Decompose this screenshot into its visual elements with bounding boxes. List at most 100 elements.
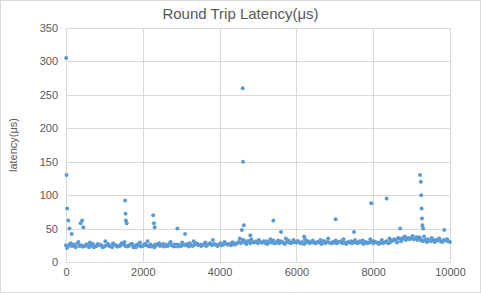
data-point	[326, 237, 330, 241]
data-point	[141, 244, 145, 248]
data-point	[318, 238, 322, 242]
data-point	[407, 236, 411, 240]
data-point	[420, 223, 424, 227]
data-point	[372, 239, 376, 243]
data-point	[103, 239, 107, 243]
y-grid-line	[66, 95, 450, 96]
data-point	[219, 241, 223, 245]
x-tick: 6000	[285, 262, 309, 278]
data-point	[149, 245, 153, 249]
data-point	[226, 243, 230, 247]
data-point	[157, 241, 161, 245]
data-point	[142, 243, 146, 247]
data-point	[361, 239, 365, 243]
data-point	[414, 235, 418, 239]
data-point	[207, 242, 211, 246]
data-point	[73, 244, 77, 248]
data-point	[124, 212, 128, 216]
data-point	[242, 223, 246, 227]
data-point	[134, 245, 138, 249]
x-tick-label: 0	[63, 266, 69, 278]
data-point	[279, 230, 283, 234]
data-point	[180, 241, 184, 245]
data-point	[265, 239, 269, 243]
data-point	[385, 196, 389, 200]
y-grid-line	[66, 229, 450, 230]
y-tick: 200	[40, 122, 66, 134]
data-point	[311, 239, 315, 243]
data-point	[434, 238, 438, 242]
y-tick-label: 250	[40, 89, 58, 101]
data-point	[388, 237, 392, 241]
data-point	[441, 239, 445, 243]
data-point	[161, 242, 165, 246]
data-point	[175, 227, 179, 231]
data-point	[341, 237, 345, 241]
data-point	[276, 239, 280, 243]
data-point	[215, 243, 219, 247]
y-tick-label: 350	[40, 22, 58, 34]
data-point	[96, 242, 100, 246]
y-tick-label: 300	[40, 55, 58, 67]
data-point	[119, 243, 123, 247]
data-point	[420, 217, 424, 221]
x-tick-label: 10000	[435, 266, 466, 278]
data-point	[419, 193, 423, 197]
data-point	[315, 241, 319, 245]
chart-title: Round Trip Latency(μs)	[162, 5, 318, 22]
data-point	[418, 173, 422, 177]
data-point	[345, 241, 349, 245]
data-point	[169, 240, 173, 244]
data-point	[284, 237, 288, 241]
data-point	[242, 238, 246, 242]
data-point	[376, 241, 380, 245]
data-point	[65, 246, 69, 250]
x-tick-label: 2000	[131, 266, 155, 278]
data-point	[384, 240, 388, 244]
data-point	[248, 233, 252, 237]
data-point	[411, 234, 415, 238]
x-tick: 8000	[361, 262, 385, 278]
data-point	[234, 242, 238, 246]
data-point	[238, 237, 242, 241]
y-grid-line	[66, 61, 450, 62]
x-grid-line	[220, 28, 221, 262]
data-point	[419, 180, 423, 184]
x-grid-line	[450, 28, 451, 262]
data-point	[288, 241, 292, 245]
y-tick: 0	[52, 256, 66, 268]
data-point	[241, 160, 245, 164]
x-axis-line	[67, 262, 451, 263]
data-point	[420, 207, 424, 211]
x-grid-line	[296, 28, 297, 262]
x-tick: 10000	[435, 262, 466, 278]
data-point	[176, 245, 180, 249]
data-point	[241, 86, 245, 90]
y-grid-line	[66, 128, 450, 129]
data-point	[398, 227, 402, 231]
data-point	[368, 237, 372, 241]
y-tick: 50	[46, 223, 66, 235]
x-tick-label: 4000	[208, 266, 232, 278]
data-point	[115, 245, 119, 249]
data-point	[399, 239, 403, 243]
data-point	[211, 238, 215, 242]
y-tick-label: 150	[40, 156, 58, 168]
y-grid-line	[66, 262, 450, 263]
x-grid-line	[143, 28, 144, 262]
data-point	[240, 228, 244, 232]
y-tick: 350	[40, 22, 66, 34]
data-point	[302, 235, 306, 239]
data-point	[80, 219, 84, 223]
data-point	[334, 217, 338, 221]
data-point	[330, 241, 334, 245]
data-point	[100, 243, 104, 247]
data-point	[184, 243, 188, 247]
data-point	[380, 238, 384, 242]
data-point	[364, 241, 368, 245]
y-axis-line	[66, 29, 67, 263]
x-axis: 0 2000 4000 6000 8000 10000	[63, 262, 465, 278]
x-tick: 0	[63, 262, 69, 278]
data-point	[70, 232, 74, 236]
data-point	[66, 219, 70, 223]
